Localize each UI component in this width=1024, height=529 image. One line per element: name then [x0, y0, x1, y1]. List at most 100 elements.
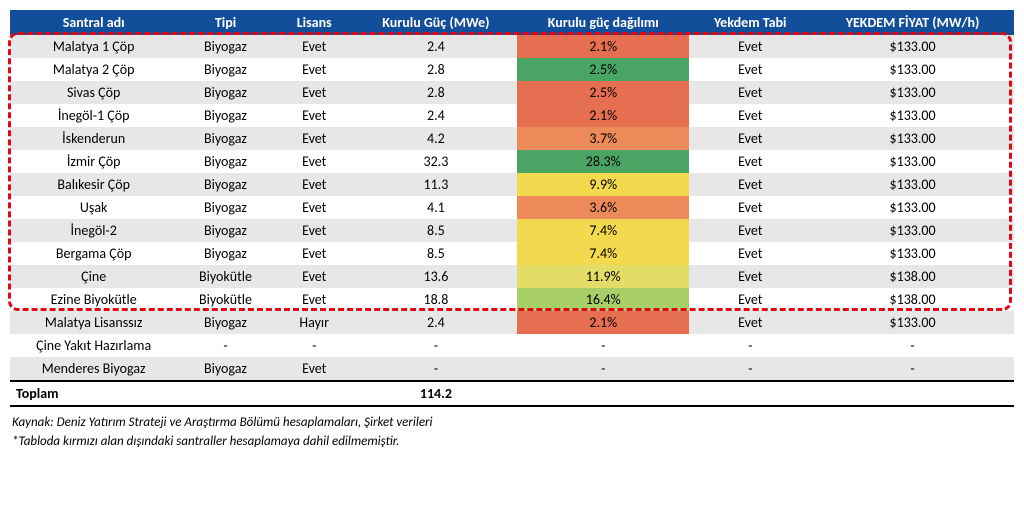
- cell-yek: Evet: [689, 173, 811, 196]
- cell-dist: 3.7%: [517, 127, 689, 150]
- table-row: Malatya 2 ÇöpBiyogazEvet2.82.5%Evet$133.…: [10, 58, 1014, 81]
- cell-lic: Evet: [274, 35, 355, 58]
- total-label: Toplam: [10, 381, 177, 406]
- cell-price: $133.00: [811, 173, 1014, 196]
- col-header-power: Kurulu Güç (MWe): [355, 10, 517, 35]
- cell-yek: Evet: [689, 81, 811, 104]
- cell-power: 8.5: [355, 219, 517, 242]
- cell-power: 4.2: [355, 127, 517, 150]
- table-row: İnegöl-2BiyogazEvet8.57.4%Evet$133.00: [10, 219, 1014, 242]
- cell-type: Biyogaz: [177, 150, 273, 173]
- cell-lic: -: [274, 334, 355, 357]
- cell-type: Biyogaz: [177, 357, 273, 381]
- table-row: İzmir ÇöpBiyogazEvet32.328.3%Evet$133.00: [10, 150, 1014, 173]
- col-header-yek: Yekdem Tabi: [689, 10, 811, 35]
- cell-dist: -: [517, 334, 689, 357]
- cell-type: Biyogaz: [177, 242, 273, 265]
- cell-price: $133.00: [811, 196, 1014, 219]
- cell-lic: Hayır: [274, 311, 355, 334]
- cell-name: Ezine Biyokütle: [10, 288, 177, 311]
- cell-name: Malatya 1 Çöp: [10, 35, 177, 58]
- cell-lic: Evet: [274, 357, 355, 381]
- cell-dist: 9.9%: [517, 173, 689, 196]
- table-row: İnegöl-1 ÇöpBiyogazEvet2.42.1%Evet$133.0…: [10, 104, 1014, 127]
- cell-dist: 2.5%: [517, 81, 689, 104]
- cell-power: 2.8: [355, 81, 517, 104]
- cell-price: $133.00: [811, 81, 1014, 104]
- table-wrap: Santral adıTipiLisansKurulu Güç (MWe)Kur…: [10, 10, 1014, 407]
- cell-power: 11.3: [355, 173, 517, 196]
- cell-price: $138.00: [811, 265, 1014, 288]
- cell-lic: Evet: [274, 58, 355, 81]
- cell-lic: Evet: [274, 219, 355, 242]
- cell-dist: 7.4%: [517, 219, 689, 242]
- footnote-source: Kaynak: Deniz Yatırım Strateji ve Araştı…: [10, 415, 1014, 430]
- cell-price: $133.00: [811, 35, 1014, 58]
- cell-name: Uşak: [10, 196, 177, 219]
- cell-price: $138.00: [811, 288, 1014, 311]
- table-row: Çine Yakıt Hazırlama------: [10, 334, 1014, 357]
- cell-type: Biyogaz: [177, 219, 273, 242]
- cell-power: 18.8: [355, 288, 517, 311]
- cell-dist: 7.4%: [517, 242, 689, 265]
- cell-name: Bergama Çöp: [10, 242, 177, 265]
- cell-lic: Evet: [274, 288, 355, 311]
- cell-yek: Evet: [689, 265, 811, 288]
- cell-yek: Evet: [689, 219, 811, 242]
- cell-power: 2.8: [355, 58, 517, 81]
- cell-dist: 2.1%: [517, 104, 689, 127]
- cell-dist: -: [517, 357, 689, 381]
- cell-price: $133.00: [811, 219, 1014, 242]
- cell-type: Biyogaz: [177, 173, 273, 196]
- cell-type: Biyogaz: [177, 35, 273, 58]
- cell-yek: Evet: [689, 58, 811, 81]
- table-row: Sivas ÇöpBiyogazEvet2.82.5%Evet$133.00: [10, 81, 1014, 104]
- col-header-type: Tipi: [177, 10, 273, 35]
- table-header-row: Santral adıTipiLisansKurulu Güç (MWe)Kur…: [10, 10, 1014, 35]
- power-plants-table: Santral adıTipiLisansKurulu Güç (MWe)Kur…: [10, 10, 1014, 407]
- cell-type: Biyogaz: [177, 81, 273, 104]
- cell-type: Biyogaz: [177, 104, 273, 127]
- cell-type: Biyogaz: [177, 58, 273, 81]
- cell-dist: 11.9%: [517, 265, 689, 288]
- cell-type: Biyogaz: [177, 311, 273, 334]
- cell-lic: Evet: [274, 81, 355, 104]
- cell-price: $133.00: [811, 58, 1014, 81]
- table-total-row: Toplam 114.2: [10, 381, 1014, 406]
- cell-name: Malatya 2 Çöp: [10, 58, 177, 81]
- table-row: UşakBiyogazEvet4.13.6%Evet$133.00: [10, 196, 1014, 219]
- cell-yek: Evet: [689, 242, 811, 265]
- footnote-note: *Tabloda kırmızı alan dışındaki santrall…: [10, 434, 1014, 449]
- cell-name: Menderes Biyogaz: [10, 357, 177, 381]
- cell-name: İskenderun: [10, 127, 177, 150]
- cell-price: $133.00: [811, 242, 1014, 265]
- cell-name: Sivas Çöp: [10, 81, 177, 104]
- cell-name: Malatya Lisanssız: [10, 311, 177, 334]
- cell-name: Balıkesir Çöp: [10, 173, 177, 196]
- cell-power: -: [355, 357, 517, 381]
- col-header-price: YEKDEM FİYAT (MW/h): [811, 10, 1014, 35]
- table-row: Malatya LisanssızBiyogazHayır2.42.1%Evet…: [10, 311, 1014, 334]
- col-header-lic: Lisans: [274, 10, 355, 35]
- table-row: İskenderunBiyogazEvet4.23.7%Evet$133.00: [10, 127, 1014, 150]
- cell-name: İnegöl-1 Çöp: [10, 104, 177, 127]
- cell-name: Çine Yakıt Hazırlama: [10, 334, 177, 357]
- table-row: Malatya 1 ÇöpBiyogazEvet2.42.1%Evet$133.…: [10, 35, 1014, 58]
- cell-dist: 2.1%: [517, 311, 689, 334]
- cell-dist: 2.5%: [517, 58, 689, 81]
- cell-dist: 2.1%: [517, 35, 689, 58]
- total-power: 114.2: [355, 381, 517, 406]
- cell-type: Biyogaz: [177, 196, 273, 219]
- cell-type: Biyogaz: [177, 127, 273, 150]
- table-row: Menderes BiyogazBiyogazEvet----: [10, 357, 1014, 381]
- cell-dist: 16.4%: [517, 288, 689, 311]
- cell-lic: Evet: [274, 127, 355, 150]
- table-row: Bergama ÇöpBiyogazEvet8.57.4%Evet$133.00: [10, 242, 1014, 265]
- cell-lic: Evet: [274, 242, 355, 265]
- table-row: Ezine BiyokütleBiyokütleEvet18.816.4%Eve…: [10, 288, 1014, 311]
- cell-price: -: [811, 357, 1014, 381]
- cell-type: -: [177, 334, 273, 357]
- cell-yek: Evet: [689, 104, 811, 127]
- cell-name: İnegöl-2: [10, 219, 177, 242]
- cell-yek: -: [689, 334, 811, 357]
